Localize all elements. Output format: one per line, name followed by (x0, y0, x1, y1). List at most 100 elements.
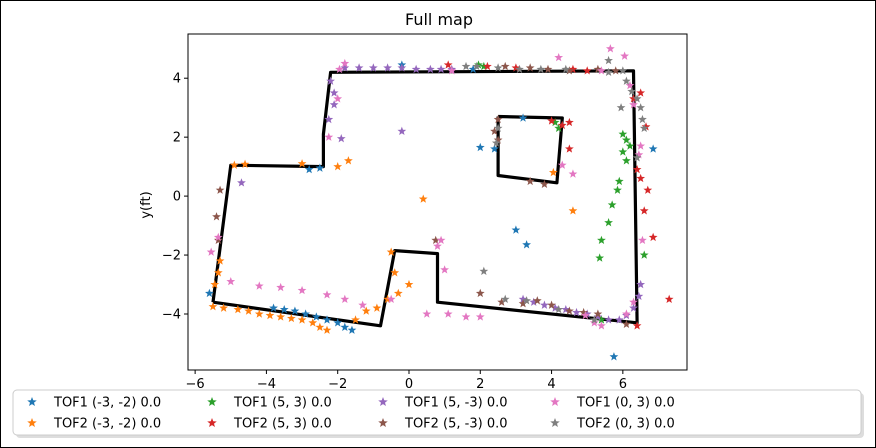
data-point (565, 144, 574, 153)
series-2 (474, 60, 649, 324)
data-point (550, 117, 560, 127)
data-point (340, 322, 350, 331)
legend-label: TOF1 (0, 3) 0.0 (576, 396, 675, 411)
data-point (493, 114, 503, 124)
data-point (595, 253, 605, 262)
data-point (616, 103, 626, 112)
legend-marker (207, 397, 217, 407)
y-axis-label: y(ft) (139, 191, 154, 218)
data-point (604, 315, 613, 324)
data-point (213, 268, 223, 277)
data-point (540, 179, 549, 189)
y-tick-label: −2 (162, 249, 181, 264)
data-point (634, 291, 644, 301)
data-point (636, 173, 646, 183)
data-point (493, 135, 503, 144)
data-point (500, 61, 510, 71)
data-point (286, 313, 296, 323)
data-point (627, 86, 637, 96)
data-point (622, 135, 631, 144)
legend-marker (27, 418, 37, 428)
data-point (490, 144, 499, 153)
data-point (440, 265, 449, 274)
data-point (212, 212, 221, 221)
data-point (597, 321, 606, 330)
legend-marker (378, 397, 388, 407)
data-point (638, 114, 647, 124)
data-point (329, 100, 339, 109)
data-point (205, 288, 214, 298)
legend-label: TOF2 (-3, -2) 0.0 (53, 417, 161, 432)
legend-label: TOF1 (-3, -2) 0.0 (53, 396, 161, 411)
data-point (219, 303, 229, 312)
data-point (568, 206, 578, 215)
data-point (308, 318, 318, 327)
data-point (565, 66, 574, 75)
data-point (561, 64, 571, 74)
data-point (604, 55, 613, 65)
x-tick-label: 0 (405, 377, 413, 392)
data-point (625, 80, 635, 90)
data-point (568, 64, 578, 74)
map-outline (211, 69, 639, 328)
data-point (532, 296, 542, 305)
data-point (333, 318, 343, 327)
data-point (525, 63, 535, 72)
data-point (536, 64, 546, 74)
data-point (622, 309, 631, 318)
axis-ticks: −6 −4 −2 0 2 4 6 −4 −2 0 2 4 (162, 72, 627, 392)
legend-entry-6: TOF1 (0, 3) 0.0 (550, 396, 675, 411)
data-point (276, 312, 286, 321)
data-point (629, 100, 638, 109)
data-point (336, 134, 346, 143)
data-point (436, 64, 446, 74)
legend-entry-3: TOF2 (5, 3) 0.0 (207, 417, 332, 432)
data-point (226, 276, 236, 286)
data-point (244, 306, 253, 315)
data-point (625, 141, 635, 150)
data-point (607, 200, 617, 209)
data-point (361, 306, 371, 315)
data-point (397, 126, 407, 135)
data-point (208, 302, 218, 311)
legend-marker (27, 397, 37, 407)
data-point (629, 297, 638, 306)
data-point (474, 60, 483, 69)
x-tick-label: 6 (619, 377, 627, 392)
data-point (557, 120, 567, 130)
data-point (497, 297, 507, 306)
data-point (648, 144, 658, 153)
data-point (276, 282, 286, 292)
data-point (511, 63, 521, 72)
series-5 (212, 61, 631, 329)
data-point (515, 64, 524, 74)
data-point (443, 309, 453, 318)
data-point (593, 312, 603, 321)
data-point (386, 294, 396, 303)
data-point (436, 235, 446, 245)
series-6 (206, 44, 647, 330)
data-point (500, 294, 510, 303)
legend-label: TOF2 (5, -3) 0.0 (404, 417, 508, 432)
legend-entry-2: TOF1 (5, 3) 0.0 (207, 396, 332, 411)
data-point (322, 290, 332, 299)
series-7 (461, 55, 649, 324)
axes-frame (187, 33, 688, 371)
data-point (589, 315, 599, 324)
data-point (605, 44, 615, 53)
data-point (543, 64, 553, 74)
y-tick-label: 0 (173, 190, 181, 205)
legend-entry-7: TOF2 (0, 3) 0.0 (550, 417, 675, 432)
data-point (304, 164, 314, 174)
data-point (639, 206, 649, 215)
data-point (550, 303, 560, 312)
data-point (324, 114, 334, 124)
data-point (237, 178, 246, 187)
data-point (215, 185, 225, 194)
data-point (315, 322, 325, 331)
x-tick-label: 4 (547, 377, 555, 392)
data-point (347, 325, 357, 334)
data-point (422, 309, 432, 318)
data-point (411, 64, 421, 74)
